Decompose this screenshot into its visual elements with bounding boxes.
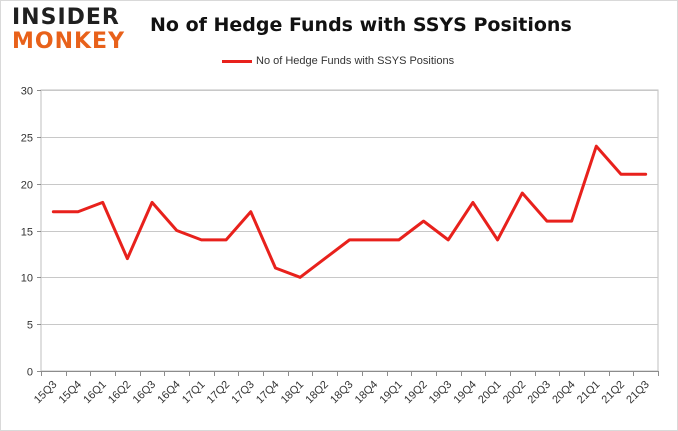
x-tick-label: 18Q4 — [353, 379, 381, 407]
y-tick-label: 15 — [21, 227, 33, 239]
x-tick-label: 20Q4 — [550, 379, 578, 407]
x-tick-label: 16Q3 — [131, 379, 159, 407]
y-tick-label: 30 — [21, 86, 33, 98]
x-tick-label: 15Q4 — [57, 379, 85, 407]
x-tick-label: 20Q2 — [501, 379, 529, 407]
logo-line-2: MONKEY — [12, 29, 126, 54]
x-tick-label: 19Q2 — [402, 379, 430, 407]
x-tick-label: 21Q2 — [600, 379, 628, 407]
x-tick-label: 18Q2 — [303, 379, 331, 407]
chart-title: No of Hedge Funds with SSYS Positions — [150, 14, 572, 36]
x-tick-label: 20Q1 — [476, 379, 504, 407]
x-tick-label: 15Q3 — [32, 379, 60, 407]
plot-area — [40, 89, 659, 372]
y-tick-label: 20 — [21, 180, 33, 192]
legend-swatch — [222, 59, 252, 63]
legend-label: No of Hedge Funds with SSYS Positions — [256, 55, 455, 67]
x-tick-label: 19Q1 — [377, 379, 405, 407]
x-tick-label: 17Q2 — [205, 379, 233, 407]
y-tick-label: 5 — [27, 320, 33, 332]
insider-monkey-logo: INSIDER MONKEY — [12, 6, 130, 56]
x-tick-label: 16Q1 — [81, 379, 109, 407]
x-tick-label: 18Q3 — [328, 379, 356, 407]
x-tick-label: 19Q3 — [427, 379, 455, 407]
x-tick-label: 19Q4 — [451, 379, 479, 407]
logo-line-1: INSIDER — [12, 5, 120, 30]
x-tick-label: 18Q1 — [279, 379, 307, 407]
x-tick-label: 16Q4 — [155, 379, 183, 407]
chart-legend: No of Hedge Funds with SSYS Positions — [222, 54, 454, 68]
series-line — [51, 144, 648, 279]
y-tick-label: 10 — [21, 273, 33, 285]
x-tick-label: 20Q3 — [526, 379, 554, 407]
x-tick-label: 16Q2 — [106, 379, 134, 407]
y-tick-label: 25 — [21, 133, 33, 145]
x-tick-label: 17Q3 — [229, 379, 257, 407]
x-tick-label: 21Q3 — [624, 379, 652, 407]
x-tick-label: 17Q4 — [254, 379, 282, 407]
y-tick-label: 0 — [27, 367, 33, 379]
x-tick-label: 21Q1 — [575, 379, 603, 407]
x-tick-label: 17Q1 — [180, 379, 208, 407]
